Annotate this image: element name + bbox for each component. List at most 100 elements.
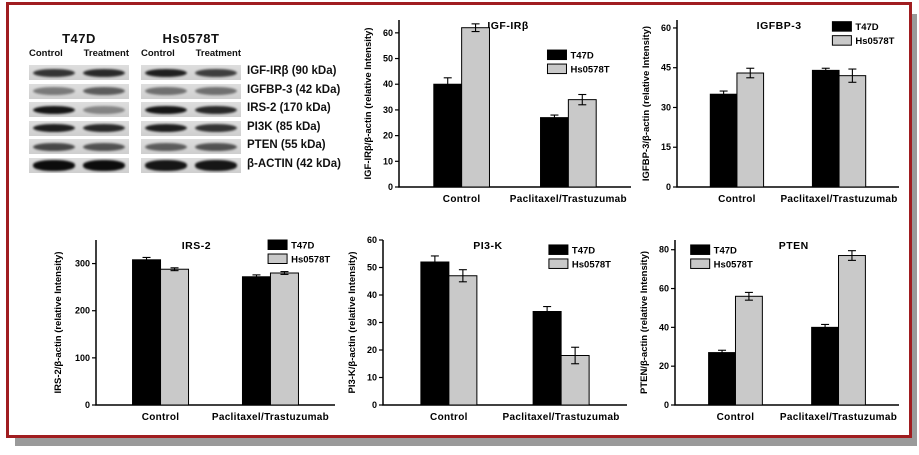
y-tick-label: 40 (383, 79, 393, 89)
blot-row-label: PTEN (55 kDa) (247, 139, 326, 151)
blot-row-label: IGF-IRβ (90 kDa) (247, 65, 337, 77)
protein-band (145, 159, 187, 171)
y-axis-label: IGFBP-3/β-actin (relative Intensity) (641, 26, 652, 181)
legend-label: Hs0578T (714, 259, 753, 270)
legend-swatch-hs0578t (267, 253, 288, 264)
bar-hs0578t-1 (838, 75, 867, 188)
y-tick-label: 20 (367, 345, 377, 355)
bar-chart-pi3-k: 0 10 20 30 40 50 60 PI3-K/β-actin (relative Int… (347, 235, 627, 423)
protein-band (145, 124, 187, 132)
y-tick-label: 0 (666, 182, 671, 192)
bar-t47d-1 (540, 117, 569, 188)
blot-row-label: PI3K (85 kDa) (247, 120, 321, 133)
y-tick-label: 60 (661, 23, 671, 33)
bar-t47d-0 (708, 352, 736, 406)
y-tick-label: 80 (659, 245, 669, 255)
blot-strip-t47d (29, 65, 129, 173)
y-tick-label: 60 (659, 284, 669, 294)
bar-t47d-1 (811, 69, 840, 188)
protein-band (83, 159, 125, 171)
blot-band-row (29, 65, 129, 80)
legend-swatch-t47d (690, 244, 711, 255)
blot-group-hs0578t: Hs0578T Control Treatment (141, 31, 241, 176)
legend-label: Hs0578T (291, 255, 330, 266)
chart-title: IRS-2 (182, 240, 211, 252)
bar-t47d-0 (433, 83, 463, 188)
protein-band (195, 159, 237, 171)
lane-label-control: Control (141, 48, 175, 59)
bar-t47d-1 (532, 311, 562, 406)
bar-t47d-1 (811, 326, 840, 406)
legend-label: T47D (572, 245, 595, 256)
protein-band (33, 68, 75, 77)
lane-label-treatment: Treatment (195, 48, 241, 59)
blot-band-row (141, 102, 241, 117)
blot-row-labels: IGF-IRβ (90 kDa) IGFBP-3 (42 kDa) IRS-2 (1… (247, 65, 341, 176)
protein-band (145, 68, 187, 77)
bar-t47d-0 (420, 261, 450, 406)
y-tick-label: 60 (367, 235, 377, 245)
category-label: Control (142, 412, 180, 423)
y-tick-label: 100 (75, 353, 90, 363)
bar-t47d-0 (132, 259, 162, 406)
protein-band (83, 68, 125, 77)
blot-band-row (29, 102, 129, 117)
y-tick-label: 0 (372, 400, 377, 410)
y-tick-label: 10 (383, 156, 393, 166)
protein-band (145, 87, 187, 95)
protein-band (33, 124, 75, 132)
blot-row-label: IRS-2 (170 kDa) (247, 102, 331, 114)
legend-swatch-hs0578t (831, 35, 852, 46)
blot-band-row (141, 65, 241, 80)
legend-swatch-t47d (831, 21, 852, 32)
y-tick-label: 30 (367, 318, 377, 328)
y-tick-label: 200 (75, 306, 90, 316)
chart-title: PI3-K (473, 240, 502, 252)
legend-label: Hs0578T (855, 36, 894, 47)
blot-band-row (141, 139, 241, 154)
bar-chart-irs-2: 0 100 200 300 IRS-2/β-actin (relative Intens… (53, 239, 335, 423)
y-tick-label: 30 (383, 105, 393, 115)
legend-label: Hs0578T (572, 259, 611, 270)
y-tick-label: 0 (388, 182, 393, 192)
legend-swatch-hs0578t (690, 258, 711, 269)
y-tick-label: 300 (75, 259, 90, 269)
y-tick-label: 50 (383, 54, 393, 64)
legend-swatch-t47d (548, 244, 569, 255)
protein-band (195, 87, 237, 95)
protein-band (195, 105, 237, 114)
y-tick-label: 30 (661, 102, 671, 112)
category-label: Control (717, 412, 755, 423)
chart-title: IGF-IRβ (487, 20, 528, 32)
blot-row-label: β-ACTIN (42 kDa) (247, 157, 341, 170)
y-tick-label: 60 (383, 28, 393, 38)
protein-band (195, 68, 237, 77)
legend-label: T47D (291, 241, 314, 252)
legend-swatch-t47d (546, 49, 567, 61)
protein-band (33, 87, 75, 95)
lane-labels-t47d: Control Treatment (29, 48, 129, 65)
bar-hs0578t-0 (736, 72, 765, 188)
cell-line-title-hs0578t: Hs0578T (162, 31, 220, 46)
protein-band (145, 142, 187, 151)
y-tick-label: 15 (661, 142, 671, 152)
category-label: Paclitaxel/Trastuzumab (780, 412, 897, 423)
bar-chart-pten: 0 20 40 60 80 PTEN/β-actin (relative Intensit… (639, 240, 899, 423)
bar-hs0578t-0 (160, 268, 190, 406)
y-tick-label: 45 (661, 63, 671, 73)
legend-swatch-hs0578t (548, 258, 569, 269)
lane-label-treatment: Treatment (83, 48, 129, 59)
y-axis-label: PI3-K/β-actin (relative Intensity) (347, 252, 358, 394)
legend-label: T47D (855, 22, 878, 33)
y-tick-label: 20 (383, 131, 393, 141)
blot-band-row (141, 120, 241, 136)
category-label: Control (443, 194, 481, 205)
y-axis-label: IRS-2/β-actin (relative Intensity) (53, 252, 64, 394)
protein-band (83, 87, 125, 95)
lane-label-control: Control (29, 48, 63, 59)
y-tick-label: 40 (659, 322, 669, 332)
bar-t47d-1 (241, 276, 271, 406)
y-tick-label: 40 (367, 290, 377, 300)
blot-band-row (29, 139, 129, 154)
legend-label: T47D (714, 245, 737, 256)
